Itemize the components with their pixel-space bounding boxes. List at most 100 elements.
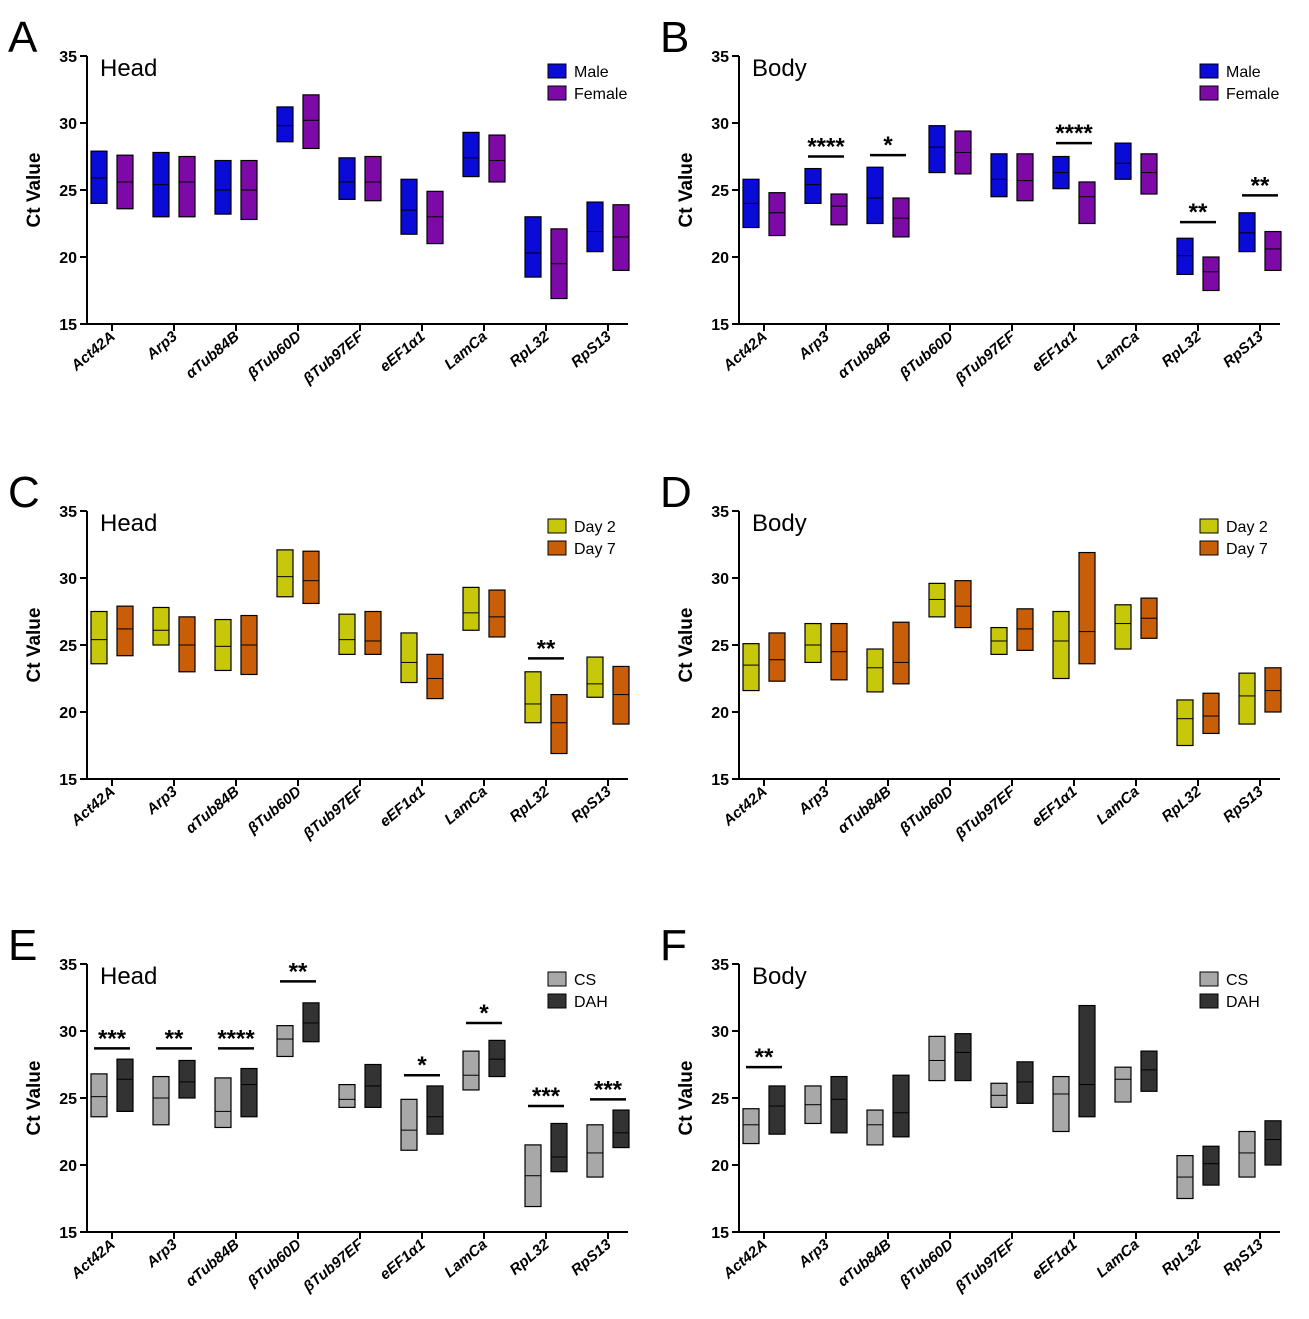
x-tick-label: eEF1α1 — [1029, 1236, 1081, 1283]
legend-swatch — [547, 518, 567, 534]
box-female — [612, 204, 630, 272]
box-day-2 — [276, 549, 294, 598]
x-tick-label: eEF1α1 — [377, 783, 429, 830]
significance-label: ** — [755, 1044, 774, 1071]
box-day-7 — [488, 589, 506, 638]
box-dah — [954, 1033, 972, 1082]
box-dah — [768, 1085, 786, 1135]
y-axis-label: Ct Value — [24, 1061, 45, 1136]
y-tick-label: 35 — [711, 957, 729, 974]
box-day-2 — [586, 656, 604, 698]
y-tick-label: 30 — [59, 571, 77, 588]
box-dah — [488, 1039, 506, 1078]
y-axis-label: Ct Value — [24, 608, 45, 683]
box-day-7 — [116, 605, 134, 657]
box-female — [1016, 153, 1034, 202]
significance-label: ** — [1251, 172, 1270, 199]
x-tick-label: αTub84B — [183, 1236, 243, 1290]
box-day-2 — [338, 613, 356, 655]
box-female — [1202, 256, 1220, 292]
box-cs — [400, 1098, 418, 1151]
box-female — [426, 190, 444, 245]
significance-label: * — [883, 132, 893, 159]
panel-title: Head — [100, 55, 157, 82]
x-tick-label: RpL32 — [1159, 783, 1206, 826]
box-dah — [550, 1122, 568, 1173]
significance-label: * — [417, 1052, 427, 1079]
x-tick-label: RpS13 — [568, 783, 615, 826]
x-tick-label: βTub60D — [896, 328, 957, 383]
x-tick-label: LamCa — [441, 783, 490, 828]
box-cs — [866, 1109, 884, 1146]
x-tick-label: LamCa — [441, 1236, 490, 1281]
box-male — [1114, 142, 1132, 180]
panel-letter: F — [660, 921, 687, 970]
box-cs — [928, 1035, 946, 1082]
x-tick-label: βTub97EF — [951, 783, 1019, 844]
box-male — [400, 178, 418, 235]
box-dah — [116, 1058, 134, 1113]
box-male — [586, 201, 604, 253]
x-tick-label: eEF1α1 — [1029, 328, 1081, 375]
box-dah — [240, 1067, 258, 1118]
x-tick-label: βTub97EF — [951, 328, 1019, 389]
x-tick-label: RpS13 — [1220, 328, 1267, 371]
legend-label: Day 2 — [1226, 519, 1268, 536]
box-day-7 — [302, 550, 320, 605]
y-tick-label: 30 — [59, 1024, 77, 1041]
y-tick-label: 25 — [59, 183, 77, 200]
legend-label: Day 7 — [574, 541, 616, 558]
y-axis-label: Ct Value — [676, 608, 697, 683]
panel-B: B Body 15 20 25 30 35 Ct Value Act42A Arp3 αTub84B… — [660, 13, 1282, 389]
significance-label: *** — [594, 1076, 623, 1103]
legend-swatch — [1199, 971, 1219, 987]
box-day-2 — [214, 618, 232, 672]
box-male — [214, 159, 232, 215]
box-male — [276, 106, 294, 143]
y-axis-label: Ct Value — [676, 153, 697, 228]
box-dah — [426, 1085, 444, 1135]
y-tick-label: 30 — [711, 116, 729, 133]
x-tick-label: αTub84B — [183, 328, 243, 382]
x-tick-label: βTub60D — [244, 783, 305, 838]
legend-swatch — [547, 85, 567, 101]
y-tick-label: 25 — [59, 638, 77, 655]
x-tick-label: βTub60D — [244, 328, 305, 383]
box-day-2 — [90, 610, 108, 665]
box-day-7 — [426, 653, 444, 700]
box-male — [990, 153, 1008, 198]
panel-title: Head — [100, 510, 157, 537]
box-day-7 — [954, 580, 972, 629]
y-tick-label: 20 — [711, 250, 729, 267]
y-tick-label: 35 — [711, 504, 729, 521]
box-day-2 — [742, 643, 760, 692]
box-day-2 — [1052, 610, 1070, 680]
box-male — [1238, 212, 1256, 253]
box-female — [1140, 153, 1158, 195]
significance-label: **** — [217, 1025, 255, 1052]
y-tick-label: 30 — [59, 116, 77, 133]
legend-label: Male — [574, 64, 609, 81]
box-male — [866, 166, 884, 225]
y-tick-label: 25 — [711, 638, 729, 655]
x-tick-label: eEF1α1 — [377, 328, 429, 375]
significance-label: **** — [807, 134, 845, 161]
box-dah — [1264, 1120, 1282, 1166]
x-tick-label: RpS13 — [1220, 783, 1267, 826]
x-tick-label: eEF1α1 — [377, 1236, 429, 1283]
box-female — [768, 192, 786, 237]
x-tick-label: Act42A — [67, 1236, 118, 1283]
legend-swatch — [547, 993, 567, 1009]
box-day-2 — [804, 622, 822, 664]
box-day-2 — [462, 586, 480, 631]
y-tick-label: 35 — [711, 49, 729, 66]
significance-label: *** — [532, 1083, 561, 1110]
panel-letter: B — [660, 13, 689, 62]
box-day-7 — [364, 610, 382, 655]
box-female — [302, 94, 320, 150]
x-tick-label: Arp3 — [795, 1236, 833, 1272]
x-tick-label: LamCa — [1093, 1236, 1142, 1281]
box-day-2 — [1114, 604, 1132, 650]
box-male — [90, 150, 108, 204]
